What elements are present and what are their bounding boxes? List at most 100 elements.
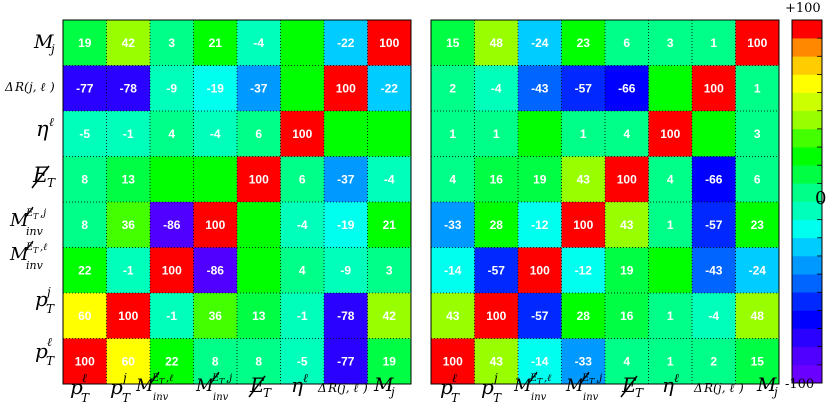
cell-value-label: 22 — [78, 263, 92, 277]
cell-value-label: 13 — [252, 309, 266, 323]
svg-text:T: T — [451, 391, 460, 405]
heatmap-cell — [474, 111, 518, 157]
cell-value-label: 43 — [446, 309, 460, 323]
svg-text:E: E — [25, 242, 34, 253]
heatmap-cell — [367, 293, 411, 339]
cell-value-label: 4 — [623, 127, 630, 141]
svg-text:M: M — [135, 376, 154, 396]
svg-text:p: p — [35, 287, 48, 311]
cell-value-label: -57 — [488, 263, 506, 277]
svg-text:E: E — [211, 373, 220, 384]
cell-value-label: 43 — [490, 354, 504, 368]
cell-value-label: 100 — [573, 218, 593, 232]
cell-value-label: -57 — [705, 218, 723, 232]
heatmap-cell — [648, 202, 692, 248]
heatmap-cell — [605, 338, 649, 384]
cell-value-label: -4 — [297, 218, 308, 232]
heatmap-cell — [474, 156, 518, 202]
cell-value-label: 100 — [162, 263, 182, 277]
heatmap-cell — [735, 111, 779, 157]
heatmap-cell — [474, 20, 518, 66]
cell-value-label: -37 — [337, 172, 355, 186]
cell-value-label: -33 — [444, 218, 462, 232]
svg-text:,j: ,j — [596, 373, 602, 384]
heatmap-cell — [324, 338, 368, 384]
cell-value-label: 42 — [383, 309, 397, 323]
heatmap-cell — [63, 156, 107, 202]
cell-value-label: 100 — [530, 263, 550, 277]
svg-text:T: T — [589, 377, 595, 386]
svg-text:E: E — [151, 373, 160, 384]
heatmap-cell — [237, 293, 281, 339]
x-label-met-right: ET — [620, 373, 644, 400]
x-label-delta-r-right: Δ R(j, ℓ) — [693, 381, 744, 395]
plot-frame — [62, 19, 412, 385]
cell-value-label: -14 — [444, 263, 462, 277]
svg-text:T: T — [635, 386, 644, 400]
heatmap-cell — [692, 293, 736, 339]
correlation-matrix-left: 19 42 3 21 -4 -22 100 -77 -78 -9 -19 -37 100 -22 -5 -1 4… — [62, 19, 412, 385]
heatmap-cell — [648, 111, 692, 157]
svg-text:T: T — [263, 386, 272, 400]
x-label-mj-right: Mj — [756, 374, 778, 399]
cell-value-label: -12 — [531, 218, 549, 232]
color-scale-step — [792, 364, 822, 384]
svg-text:(: ( — [24, 80, 29, 94]
svg-text:j: j — [771, 385, 778, 399]
heatmap-cell — [63, 293, 107, 339]
heatmap-cell — [518, 156, 562, 202]
svg-text:,ℓ: ,ℓ — [166, 373, 173, 384]
svg-text:R: R — [14, 80, 24, 94]
x-label-ptl-right: p ℓT — [440, 371, 460, 405]
svg-text:p: p — [440, 375, 453, 399]
cell-value-label: 28 — [577, 309, 591, 323]
cell-value-label: -37 — [250, 81, 268, 95]
heatmap-cell — [280, 156, 324, 202]
heatmap-cell — [518, 20, 562, 66]
color-scale-step — [792, 237, 822, 257]
heatmap-cell — [367, 247, 411, 293]
heatmap-cell — [605, 111, 649, 157]
svg-text:T: T — [46, 354, 55, 368]
svg-text:,ℓ: ,ℓ — [544, 373, 551, 384]
svg-text:p: p — [35, 339, 48, 363]
cell-value-label: -1 — [166, 309, 177, 323]
heatmap-cell — [735, 338, 779, 384]
heatmap-cell — [605, 293, 649, 339]
svg-text:η: η — [291, 373, 303, 397]
heatmap-cell — [692, 20, 736, 66]
svg-text:T: T — [122, 391, 131, 405]
heatmap-cell — [367, 156, 411, 202]
cell-value-label: 6 — [623, 36, 630, 50]
svg-text:M: M — [9, 244, 29, 265]
x-label-delta-r: Δ R(j, ℓ) — [317, 381, 368, 395]
heatmap-cell — [106, 293, 150, 339]
heatmap-cell — [280, 65, 324, 111]
cell-value-label: -43 — [531, 81, 549, 95]
color-scale-step — [792, 183, 822, 202]
cell-value-label: 8 — [255, 354, 262, 368]
svg-text:inv: inv — [583, 392, 599, 403]
cell-value-label: 100 — [617, 172, 637, 186]
cell-value-label: 8 — [81, 218, 88, 232]
heatmap-cell — [63, 247, 107, 293]
svg-text:ℓ: ℓ — [452, 371, 457, 385]
heatmap-cell — [735, 65, 779, 111]
heatmap-cell — [605, 20, 649, 66]
svg-text:j, ℓ: j, ℓ — [26, 80, 45, 94]
heatmap-cell — [518, 111, 562, 157]
cell-value-label: 4 — [168, 127, 175, 141]
color-scale-step — [792, 74, 822, 93]
svg-text:j: j — [48, 42, 55, 56]
cell-value-label: 19 — [620, 263, 634, 277]
cell-value-label: 23 — [751, 218, 765, 232]
svg-text:T: T — [81, 391, 90, 405]
svg-text:j: j — [491, 371, 498, 385]
svg-text:M: M — [373, 374, 394, 396]
cell-value-label: 15 — [751, 354, 765, 368]
svg-text:): ) — [738, 381, 744, 395]
cell-value-label: -86 — [163, 218, 181, 232]
cell-value-label: -12 — [575, 263, 593, 277]
svg-text:Δ: Δ — [4, 80, 14, 94]
heatmap-cell — [735, 20, 779, 66]
